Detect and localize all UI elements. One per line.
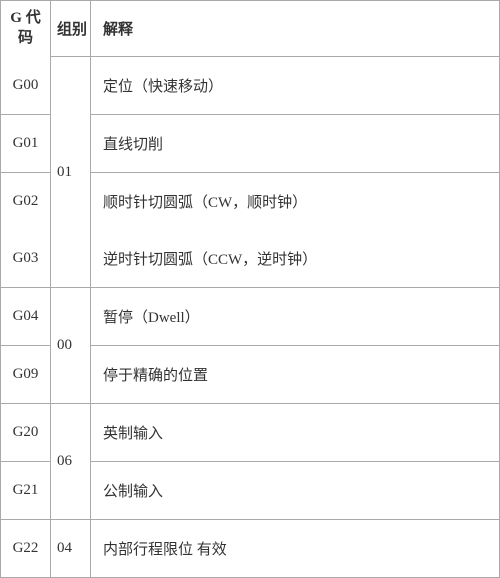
desc-cell: 停于精确的位置 xyxy=(91,346,500,404)
code-cell: G21 xyxy=(1,462,51,520)
gcode-table: G 代码 组别 解释 G00 01 定位（快速移动） G01 直线切削 G02 … xyxy=(0,0,500,578)
header-desc: 解释 xyxy=(91,1,500,57)
code-cell: G03 xyxy=(1,230,51,288)
code-cell: G09 xyxy=(1,346,51,404)
group-cell: 04 xyxy=(51,520,91,578)
table-row: G04 00 暂停（Dwell） xyxy=(1,288,500,346)
code-cell: G04 xyxy=(1,288,51,346)
code-cell: G01 xyxy=(1,115,51,173)
desc-cell: 公制输入 xyxy=(91,462,500,520)
code-cell: G22 xyxy=(1,520,51,578)
table-row: G00 01 定位（快速移动） xyxy=(1,57,500,115)
code-cell: G00 xyxy=(1,57,51,115)
desc-cell: 直线切削 xyxy=(91,115,500,173)
group-cell: 00 xyxy=(51,288,91,404)
desc-cell: 逆时针切圆弧（CCW，逆时钟） xyxy=(91,230,500,288)
table-header-row: G 代码 组别 解释 xyxy=(1,1,500,57)
header-code: G 代码 xyxy=(1,1,51,57)
desc-cell: 暂停（Dwell） xyxy=(91,288,500,346)
desc-cell: 顺时针切圆弧（CW，顺时钟） xyxy=(91,173,500,231)
desc-cell: 内部行程限位 有效 xyxy=(91,520,500,578)
group-cell: 06 xyxy=(51,404,91,520)
group-cell: 01 xyxy=(51,57,91,288)
table-row: G22 04 内部行程限位 有效 xyxy=(1,520,500,578)
code-cell: G20 xyxy=(1,404,51,462)
desc-cell: 定位（快速移动） xyxy=(91,57,500,115)
header-group: 组别 xyxy=(51,1,91,57)
desc-cell: 英制输入 xyxy=(91,404,500,462)
code-cell: G02 xyxy=(1,173,51,231)
table-row: G20 06 英制输入 xyxy=(1,404,500,462)
